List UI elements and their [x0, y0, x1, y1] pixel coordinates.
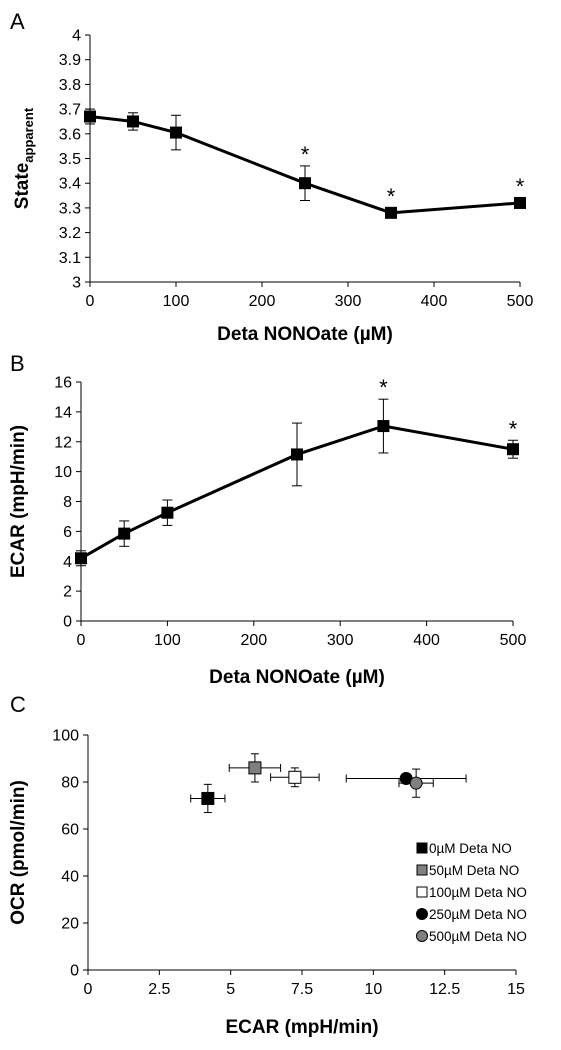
legend-marker [416, 908, 428, 920]
y-tick-label: 3.6 [59, 126, 81, 143]
legend-marker [416, 842, 428, 854]
series-line [89, 115, 521, 215]
y-tick-label: 3.7 [59, 102, 81, 119]
data-point [118, 527, 131, 540]
y-tick-label: 3.9 [59, 52, 81, 69]
x-tick-label: 100 [163, 293, 190, 310]
x-tick-label: 7.5 [291, 981, 313, 998]
y-tick-label: 80 [61, 775, 79, 792]
significance-marker: * [516, 174, 525, 199]
y-tick-label: 12 [54, 434, 72, 451]
x-tick-label: 400 [413, 632, 440, 649]
legend-label: 100µM Deta NO [429, 885, 527, 900]
series-line [80, 424, 514, 560]
y-axis-label: Stateapparent [12, 107, 36, 209]
x-tick-label: 0 [84, 981, 93, 998]
x-tick-label: 500 [507, 293, 534, 310]
y-tick-label: 60 [61, 822, 79, 839]
significance-marker: * [387, 184, 396, 209]
x-tick-label: 300 [327, 632, 354, 649]
data-point [507, 443, 519, 456]
y-tick-label: 20 [61, 916, 79, 933]
data-point [299, 177, 311, 190]
legend-marker [416, 930, 428, 942]
y-tick-label: 3.4 [59, 176, 81, 193]
legend-label: 50µM Deta NO [429, 863, 519, 878]
data-point [75, 552, 87, 565]
legend-marker [416, 864, 428, 876]
data-point [170, 126, 182, 139]
panel-label: C [10, 692, 26, 717]
y-tick-label: 8 [63, 494, 72, 511]
y-tick-label: 3.2 [59, 225, 81, 242]
x-tick-label: 10 [364, 981, 382, 998]
y-tick-label: 40 [61, 869, 79, 886]
x-axis-label: ECAR (mpH/min) [225, 1017, 378, 1038]
chart-panel-c: C 0 20 40 60 80 100 0 2.5 5 7.5 10 12.5 15 ECAR (mpH/m… [8, 692, 527, 1038]
y-tick-label: 6 [63, 524, 72, 541]
data-point [84, 110, 96, 123]
data-point [409, 776, 423, 790]
legend-label: 500µM Deta NO [429, 929, 527, 944]
significance-marker: * [301, 142, 310, 167]
data-point [201, 791, 215, 805]
y-axis-label: ECAR (mpH/min) [8, 425, 29, 578]
x-tick-label: 200 [249, 293, 276, 310]
significance-marker: * [509, 416, 518, 441]
chart-panel-a: A 3 3.1 3.2 3.3 3.4 3.5 3.6 3.7 3.8 3.9 4 0 100 200 300… [10, 9, 533, 345]
x-tick-label: 300 [335, 293, 362, 310]
data-point [127, 115, 139, 128]
x-tick-label: 100 [154, 632, 181, 649]
data-point [161, 506, 174, 519]
y-tick-label: 4 [63, 554, 72, 571]
x-tick-label: 2.5 [148, 981, 170, 998]
x-tick-label: 15 [507, 981, 525, 998]
y-axis-label: OCR (pmol/min) [8, 780, 29, 925]
panel-label: B [10, 351, 25, 376]
y-tick-label: 100 [52, 728, 79, 745]
y-tick-label: 0 [70, 963, 79, 980]
data-point [385, 206, 397, 219]
y-axis-label-subscript: apparent [21, 107, 36, 163]
x-tick-label: 12.5 [429, 981, 460, 998]
significance-marker: * [379, 375, 388, 400]
y-tick-label: 3.1 [59, 250, 81, 267]
y-tick-label: 2 [63, 584, 72, 601]
y-axis-label-main: ECAR (mpH/min) [8, 425, 29, 578]
data-point [377, 420, 390, 433]
data-point [291, 448, 303, 461]
legend-label: 250µM Deta NO [429, 907, 527, 922]
x-axis-label: Deta NONOate (µM) [217, 324, 393, 345]
data-point [288, 770, 302, 784]
data-point [514, 196, 526, 209]
y-axis-label-main: State [12, 163, 33, 209]
x-tick-label: 0 [77, 632, 86, 649]
y-tick-label: 3.3 [59, 200, 81, 217]
x-tick-label: 400 [421, 293, 448, 310]
y-axis-label-main: OCR (pmol/min) [8, 780, 29, 925]
chart-panel-b: B 0 2 4 6 8 10 12 14 16 0 100 200 300 400 500 Deta NONOa… [8, 351, 526, 688]
y-tick-label: 4 [72, 28, 81, 45]
y-tick-label: 14 [54, 404, 72, 421]
data-point [248, 761, 262, 775]
x-tick-label: 500 [500, 632, 527, 649]
panel-label: A [10, 9, 25, 34]
y-tick-label: 3.5 [59, 151, 81, 168]
x-tick-label: 0 [86, 293, 95, 310]
y-tick-label: 3.8 [59, 77, 81, 94]
x-axis-label: Deta NONOate (µM) [209, 667, 385, 688]
legend-label: 0µM Deta NO [429, 841, 512, 856]
legend: 0µM Deta NO 50µM Deta NO 100µM Deta NO 250µ… [416, 841, 527, 944]
legend-marker [416, 886, 428, 898]
y-tick-label: 16 [54, 375, 72, 392]
x-tick-label: 200 [240, 632, 267, 649]
x-tick-label: 5 [226, 981, 235, 998]
y-tick-label: 10 [54, 464, 72, 481]
y-tick-label: 0 [63, 614, 72, 631]
y-tick-label: 3 [72, 275, 81, 292]
